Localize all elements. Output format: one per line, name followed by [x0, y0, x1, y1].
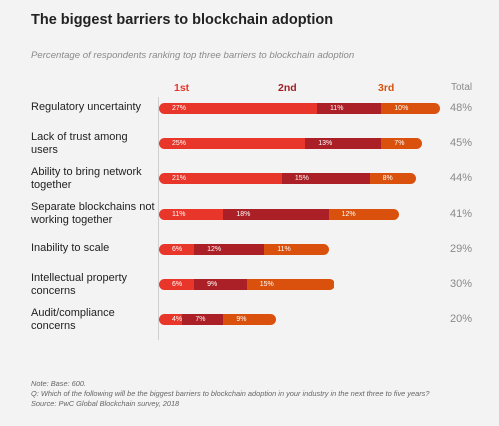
note-question: Q: Which of the following will be the bi…	[31, 388, 430, 398]
row-total: 41%	[450, 207, 473, 220]
row-label: Separate blockchains not working togethe…	[31, 201, 155, 227]
bar-segment-2nd: 9%	[194, 279, 247, 290]
bar-segment-1st: 21%	[159, 173, 282, 185]
bar-segment-1st: 6%	[159, 243, 195, 255]
bar-segment-1st: 27%	[159, 103, 317, 114]
bar-segment-2nd: 7%	[182, 314, 224, 326]
row-total: 30%	[450, 278, 473, 290]
bar-segment-3rd: 8%	[369, 173, 417, 185]
axis-line	[158, 97, 159, 340]
note-base: Note: Base: 600.	[31, 379, 87, 388]
chart-title: The biggest barriers to blockchain adopt…	[31, 12, 334, 28]
bar-segment-1st: 11%	[159, 208, 224, 220]
bar-segment-3rd: 11%	[264, 243, 329, 255]
row-total: 29%	[450, 242, 473, 255]
stacked-bar: 6% 9% 15%	[159, 279, 335, 290]
stacked-bar: 4% 7% 9%	[159, 314, 276, 326]
bar-segment-2nd: 12%	[194, 243, 265, 255]
bar-segment-3rd: 15%	[246, 279, 335, 290]
bar-segment-2nd: 18%	[223, 208, 329, 220]
row-label: Lack of trust among users	[31, 130, 128, 156]
column-header-total: Total	[451, 82, 473, 93]
stacked-bar: 11% 18% 12%	[159, 208, 399, 220]
row-total: 20%	[450, 313, 473, 326]
bar-segment-3rd: 12%	[328, 208, 399, 220]
row-label: Ability to bring network together	[31, 165, 142, 191]
row-total: 44%	[450, 172, 473, 185]
bar-segment-1st: 25%	[159, 138, 306, 150]
row-total: 48%	[450, 102, 473, 114]
row-label: Regulatory uncertainty	[31, 101, 142, 113]
stacked-bar: 25% 13% 7%	[159, 138, 423, 150]
stacked-bar: 27% 11% 10%	[159, 103, 440, 114]
row-label: Inability to scale	[31, 241, 110, 254]
column-header-1st: 1st	[174, 82, 190, 94]
bar-segment-1st: 6%	[159, 279, 195, 290]
row-total: 45%	[450, 137, 473, 150]
bar-segment-2nd: 11%	[316, 103, 382, 114]
column-header-2nd: 2nd	[278, 82, 297, 94]
row-label: Intellectual property concerns	[31, 271, 127, 297]
column-header-3rd: 3rd	[378, 82, 395, 94]
chart-notes: Note: Base: 600. Q: Which of the followi…	[31, 379, 430, 408]
bar-segment-2nd: 15%	[281, 173, 370, 185]
bar-segment-3rd: 7%	[381, 138, 423, 150]
chart-subtitle: Percentage of respondents ranking top th…	[31, 50, 355, 61]
bar-segment-3rd: 9%	[223, 314, 276, 326]
bar-segment-2nd: 13%	[305, 138, 382, 150]
stacked-bar: 6% 12% 11%	[159, 243, 329, 255]
stacked-bar: 21% 15% 8%	[159, 173, 417, 185]
note-source: Source: PwC Global Blockchain survey, 20…	[31, 398, 180, 408]
row-label: Audit/compliance concerns	[31, 306, 115, 332]
bar-segment-3rd: 10%	[381, 103, 440, 114]
bar-segment-1st: 4%	[159, 314, 183, 326]
